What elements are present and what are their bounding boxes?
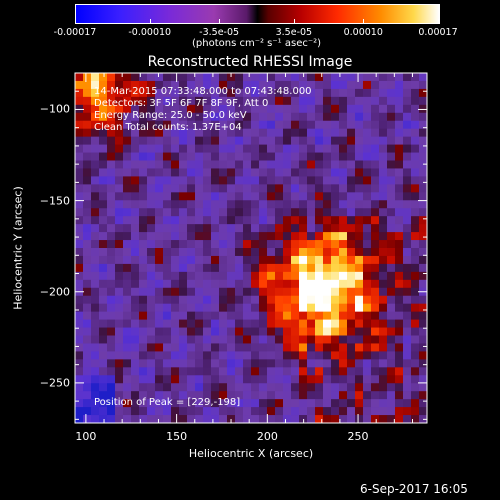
peak-annotation: Position of Peak = [229,-198] bbox=[94, 397, 241, 408]
clean-annotation: Clean Total counts: 1.37E+04 bbox=[94, 122, 242, 133]
colorbar-tick-label: 0.00010 bbox=[343, 27, 383, 38]
detectors-annotation: Detectors: 3F 5F 6F 7F 8F 9F, Att 0 bbox=[94, 98, 269, 109]
colorbar-tick-mark bbox=[438, 19, 439, 23]
x-tick-label: 100 bbox=[75, 430, 97, 443]
y-tick-label: −150 bbox=[39, 194, 70, 208]
colorbar-units: (photons cm⁻² s⁻¹ asec⁻²) bbox=[192, 38, 322, 49]
y-axis-label: Heliocentric Y (arcsec) bbox=[11, 186, 25, 310]
time-range-annotation: 14-Mar-2015 07:33:48.000 to 07:43:48.000 bbox=[94, 86, 312, 97]
colorbar-tick-mark bbox=[363, 19, 365, 23]
x-tick-label: 150 bbox=[166, 430, 188, 443]
y-tick-label: −100 bbox=[39, 102, 70, 116]
heatmap-plot: 14-Mar-2015 07:33:48.000 to 07:43:48.000… bbox=[75, 73, 427, 423]
chart-title: Reconstructed RHESSI Image bbox=[147, 54, 353, 70]
colorbar-tick-label: -3.5e-05 bbox=[199, 27, 240, 38]
colorbar bbox=[75, 4, 440, 24]
colorbar-tick-label: 0.00017 bbox=[418, 27, 458, 38]
x-axis-label: Heliocentric X (arcsec) bbox=[188, 447, 314, 460]
colorbar-tick-label: -0.00010 bbox=[128, 27, 172, 38]
colorbar-tick-mark bbox=[149, 19, 151, 23]
heatmap-image bbox=[75, 73, 427, 423]
energy-annotation: Energy Range: 25.0 - 50.0 keV bbox=[94, 110, 247, 121]
timestamp: 6-Sep-2017 16:05 bbox=[360, 482, 468, 496]
y-tick-label: −250 bbox=[39, 376, 70, 390]
x-tick-label: 200 bbox=[256, 430, 278, 443]
colorbar-tick-label: 3.5e-05 bbox=[275, 27, 313, 38]
colorbar-tick-mark bbox=[75, 19, 76, 23]
colorbar-tick-mark bbox=[293, 19, 295, 23]
colorbar-tick-mark bbox=[219, 19, 221, 23]
y-tick-label: −200 bbox=[39, 285, 70, 299]
plot-frame bbox=[74, 72, 428, 424]
colorbar-tick-label: -0.00017 bbox=[53, 27, 97, 38]
x-tick-label: 250 bbox=[347, 430, 369, 443]
